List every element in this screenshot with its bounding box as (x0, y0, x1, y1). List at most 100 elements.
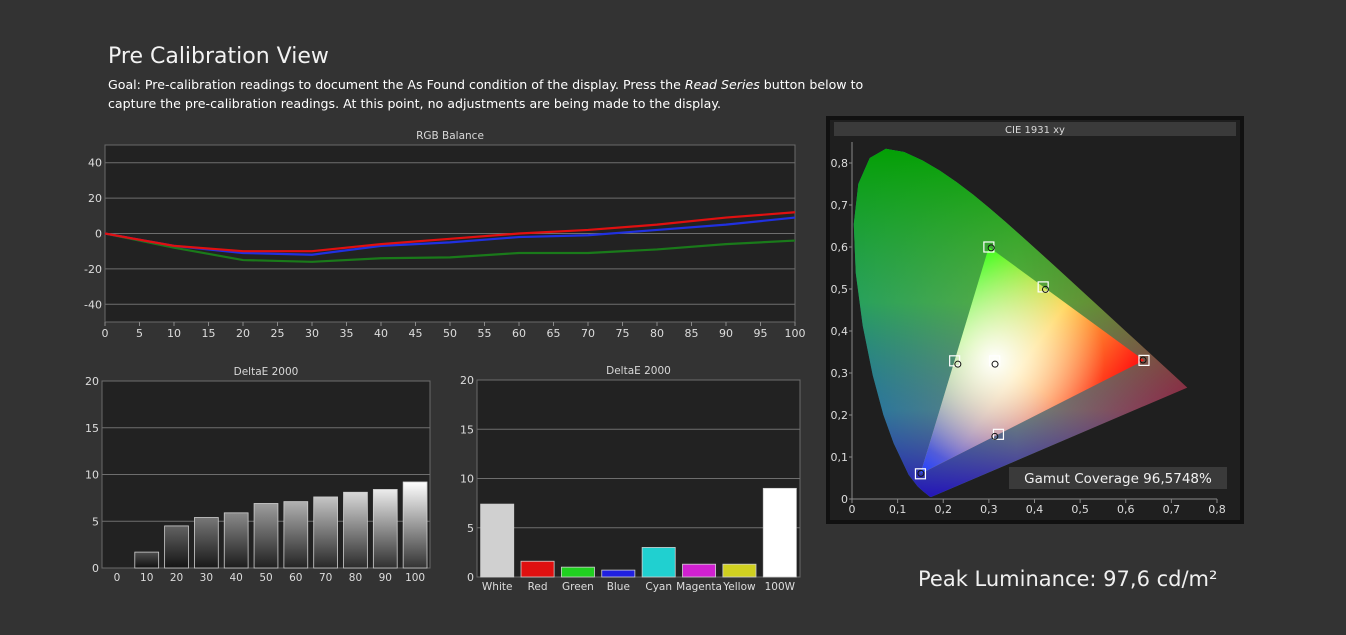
y-tick-label: 0 (92, 562, 99, 575)
bar (480, 503, 515, 578)
y-tick-label: 15 (460, 423, 474, 436)
x-tick-label: 10 (140, 572, 153, 584)
measured-point (917, 469, 925, 477)
measured-point (954, 360, 962, 368)
bar (343, 491, 368, 569)
bar (223, 512, 249, 569)
x-tick-label: 90 (719, 327, 733, 340)
x-tick-label: 25 (271, 327, 285, 340)
target-square (949, 355, 961, 367)
y-tick-label: 10 (85, 469, 99, 482)
measured-point (987, 244, 995, 252)
bar (372, 489, 398, 569)
x-tick-label: 70 (319, 572, 332, 584)
target-square (989, 355, 1001, 367)
series-line (104, 211, 796, 253)
gamut-coverage-box (1009, 467, 1227, 489)
bar (283, 501, 309, 569)
bar (253, 503, 279, 569)
y-tick-label: 20 (460, 374, 474, 387)
x-tick-label: 85 (685, 327, 699, 340)
x-tick-label: 15 (202, 327, 216, 340)
target-square (914, 468, 927, 480)
bar (601, 569, 636, 578)
goal-text-prefix: Goal: Pre-calibration readings to docume… (108, 77, 685, 92)
series-line (104, 216, 796, 256)
x-tick-label: 0,1 (889, 503, 907, 516)
chart-title: DeltaE 2000 (606, 365, 671, 377)
x-tick-label: Blue (607, 581, 630, 593)
peak-luminance: Peak Luminance: 97,6 cd/m² (918, 567, 1218, 591)
x-tick-label: 0,5 (1071, 503, 1089, 516)
x-tick-label: 90 (379, 572, 392, 584)
x-tick-label: 60 (289, 572, 302, 584)
x-tick-label: 80 (650, 327, 664, 340)
x-tick-label: 100 (785, 327, 806, 340)
bar (164, 525, 189, 569)
y-tick-label: 0,7 (831, 199, 849, 212)
bar (682, 563, 717, 578)
y-tick-label: 0,2 (831, 409, 849, 422)
x-tick-label: 40 (374, 327, 388, 340)
y-tick-label: 0,5 (831, 283, 849, 296)
y-tick-label: 0,6 (831, 241, 849, 254)
x-tick-label: 75 (616, 327, 630, 340)
bar (762, 487, 797, 578)
measured-point (1139, 356, 1147, 364)
x-tick-label: 95 (754, 327, 768, 340)
x-tick-label: 30 (200, 572, 213, 584)
gamut-triangle-white (920, 247, 1144, 474)
y-tick-label: 0 (467, 571, 474, 584)
x-tick-label: 20 (236, 327, 250, 340)
bar (560, 566, 595, 578)
target-square (1138, 354, 1150, 366)
x-tick-label: 100W (765, 581, 796, 593)
x-tick-label: 70 (581, 327, 595, 340)
series-line (104, 232, 796, 263)
goal-description: Goal: Pre-calibration readings to docume… (108, 75, 868, 113)
page-title: Pre Calibration View (108, 44, 329, 69)
y-tick-label: 20 (85, 375, 99, 388)
measured-point (1041, 285, 1049, 293)
bar (722, 563, 757, 578)
x-tick-label: White (482, 581, 513, 593)
y-tick-label: 20 (88, 192, 102, 205)
y-tick-label: -40 (84, 298, 102, 311)
chart-title: RGB Balance (416, 130, 484, 142)
x-tick-label: 55 (478, 327, 492, 340)
chart-title: CIE 1931 xy (1005, 125, 1065, 136)
x-tick-label: 80 (349, 572, 362, 584)
x-tick-label: 0,4 (1026, 503, 1044, 516)
y-tick-label: 0,4 (831, 325, 849, 338)
y-tick-label: 0 (841, 493, 848, 506)
x-tick-label: 65 (547, 327, 561, 340)
x-tick-label: 0,3 (980, 503, 998, 516)
y-tick-label: 5 (467, 522, 474, 535)
goal-text-suffix: button below to capture the pre-calibrat… (108, 77, 864, 111)
y-tick-label: 5 (92, 515, 99, 528)
y-tick-label: 15 (85, 422, 99, 435)
x-tick-label: 30 (305, 327, 319, 340)
x-tick-label: 0 (114, 572, 121, 584)
gamut-coverage-label: Gamut Coverage 96,5748% (1024, 471, 1212, 487)
read-series-emphasis: Read Series (684, 77, 760, 92)
measured-point (991, 432, 999, 440)
cie-title-bar (834, 122, 1236, 136)
y-tick-label: 0,3 (831, 367, 849, 380)
bar (194, 517, 219, 569)
bar (520, 560, 555, 578)
bar (402, 481, 428, 569)
x-tick-label: 5 (136, 327, 143, 340)
x-tick-label: 50 (259, 572, 272, 584)
bar (641, 547, 676, 578)
measured-point (991, 360, 999, 368)
x-tick-label: 0,8 (1208, 503, 1226, 516)
x-tick-label: 100 (405, 572, 425, 584)
x-tick-label: Yellow (722, 581, 756, 593)
x-tick-label: 0,7 (1163, 503, 1181, 516)
x-tick-label: 10 (167, 327, 181, 340)
y-tick-label: 0 (95, 228, 102, 241)
y-tick-label: 0,8 (831, 157, 849, 170)
y-tick-label: 40 (88, 157, 102, 170)
deltae-colors-chart: DeltaE 2000 20 15 10 5 0 White Red Green Blue Cyan… (460, 365, 801, 593)
